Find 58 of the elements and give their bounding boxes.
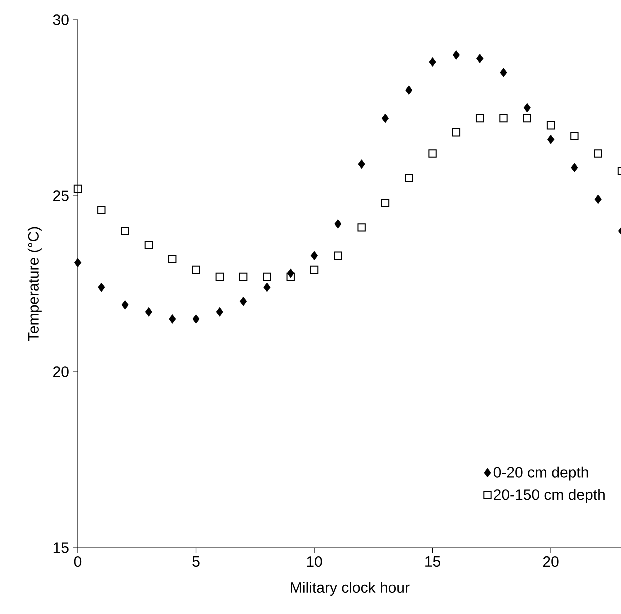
point <box>476 114 484 123</box>
point <box>263 272 272 282</box>
point <box>144 241 154 250</box>
point <box>523 114 532 123</box>
y-tick-label: 15 <box>54 542 69 554</box>
x-tick-label: 20 <box>543 556 559 568</box>
point <box>571 163 578 173</box>
point <box>145 307 153 317</box>
point <box>286 272 295 282</box>
x-tick-label: 5 <box>192 556 200 567</box>
y-axis-title: Temperature (°C) <box>28 227 42 342</box>
x-tick-label: 0 <box>74 556 82 568</box>
point <box>546 122 556 130</box>
point <box>74 258 82 268</box>
point <box>334 219 342 229</box>
point <box>122 300 129 310</box>
point <box>594 194 602 204</box>
point <box>169 314 176 324</box>
point <box>98 282 106 292</box>
point <box>429 58 436 67</box>
point <box>192 266 200 274</box>
point <box>334 252 342 260</box>
point <box>192 314 200 324</box>
point <box>452 50 460 60</box>
point <box>216 307 224 317</box>
point <box>216 272 224 282</box>
point <box>428 150 437 158</box>
point <box>406 86 413 96</box>
point <box>547 134 555 144</box>
legend-label: 0-20 cm depth <box>494 466 588 481</box>
y-tick-label: 20 <box>54 366 69 378</box>
point <box>74 184 82 194</box>
point <box>570 132 579 140</box>
point <box>358 224 366 232</box>
point <box>405 174 414 182</box>
point <box>452 128 461 137</box>
point <box>500 114 508 123</box>
point <box>476 54 484 64</box>
point <box>240 296 248 306</box>
point <box>264 282 271 292</box>
point <box>524 103 531 113</box>
point <box>310 266 319 274</box>
legend-label: 20-150 cm depth <box>494 489 605 504</box>
x-axis-title: Military clock hour <box>291 582 410 596</box>
point <box>121 227 130 236</box>
point <box>382 114 390 124</box>
point <box>381 198 390 208</box>
x-tick-label: 15 <box>426 556 440 567</box>
point <box>239 272 248 282</box>
point <box>594 150 602 158</box>
point <box>168 255 177 264</box>
x-tick-label: 10 <box>307 556 322 568</box>
point <box>500 68 508 78</box>
point <box>310 251 318 261</box>
point <box>358 160 366 170</box>
y-tick-label: 25 <box>54 190 69 202</box>
point <box>98 206 106 214</box>
y-tick-label: 30 <box>53 14 69 26</box>
